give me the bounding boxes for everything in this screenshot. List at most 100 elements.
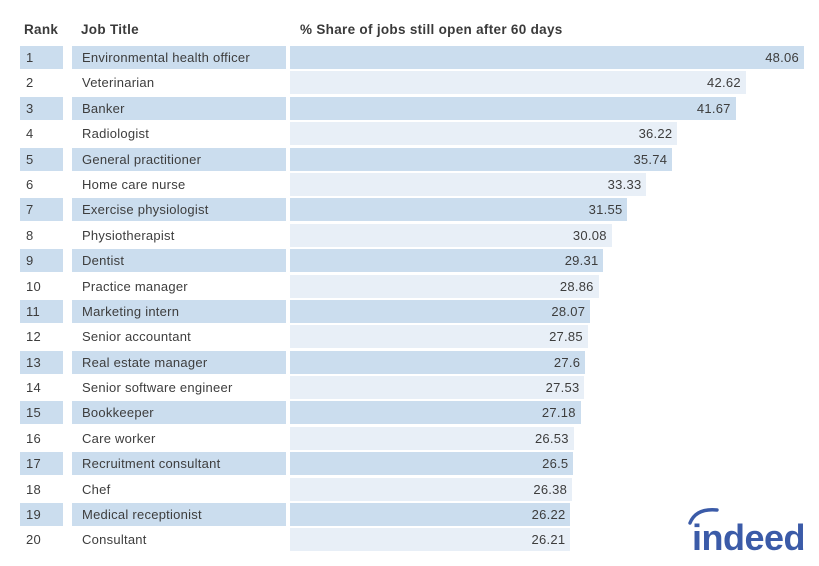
bar [290, 426, 574, 450]
value-label: 26.5 [542, 456, 569, 472]
rank-cell: 18 [26, 481, 41, 497]
bar-area: 41.67 [290, 96, 804, 120]
rank-cell: 11 [20, 299, 63, 323]
table-row: 14 Senior software engineer 27.53 [0, 376, 804, 400]
value-label: 31.55 [588, 202, 623, 218]
bar-area: 28.86 [290, 274, 804, 298]
table-row: 17 Recruitment consultant 26.5 [0, 452, 804, 476]
table-row: 4 Radiologist 36.22 [0, 122, 804, 146]
bar-area: 26.38 [290, 477, 804, 501]
job-title-cell: Senior software engineer [82, 380, 233, 396]
value-label: 26.21 [531, 532, 566, 548]
indeed-logo: indeed [688, 504, 810, 556]
bar [290, 376, 585, 400]
job-title-cell: Exercise physiologist [72, 198, 286, 222]
rank-cell: 1 [20, 46, 63, 69]
bar-area: 42.62 [290, 71, 804, 95]
value-label: 42.62 [707, 75, 741, 91]
bar-area: 31.55 [290, 198, 804, 222]
table-row: 7 Exercise physiologist 31.55 [0, 198, 804, 222]
table-row: 20 Consultant 26.21 [0, 528, 804, 552]
value-label: 26.53 [534, 430, 569, 446]
bar-area: 30.08 [290, 223, 804, 247]
bar-area: 36.22 [290, 122, 804, 146]
table-row: 6 Home care nurse 33.33 [0, 172, 804, 196]
bar [290, 223, 612, 247]
job-title-cell: Consultant [82, 532, 147, 548]
rank-cell: 20 [26, 532, 41, 548]
table-row: 9 Dentist 29.31 [0, 249, 804, 273]
bar-area: 27.6 [290, 350, 804, 374]
rank-cell: 15 [20, 401, 63, 425]
bar-area: 35.74 [290, 147, 804, 171]
rank-cell: 7 [20, 198, 63, 222]
value-label: 26.22 [531, 507, 566, 523]
value-label: 29.31 [564, 253, 599, 269]
bar-area: 27.18 [290, 401, 804, 425]
job-title-cell: Home care nurse [82, 176, 186, 192]
job-title-cell: Senior accountant [82, 329, 192, 345]
value-column-header: % Share of jobs still open after 60 days [300, 22, 563, 37]
value-label: 27.85 [549, 329, 583, 345]
bar [290, 274, 599, 298]
rank-cell: 5 [20, 147, 63, 171]
bar [290, 122, 678, 146]
job-title-cell: Banker [72, 96, 286, 120]
bar-area: 26.21 [290, 528, 804, 552]
job-title-cell: Radiologist [82, 126, 150, 142]
table-row: 1 Environmental health officer 48.06 [0, 46, 804, 69]
job-title-cell: Chef [82, 481, 111, 497]
indeed-logo-text: indeed [692, 517, 806, 558]
bar-area: 29.31 [290, 249, 804, 273]
table-row: 18 Chef 26.38 [0, 477, 804, 501]
value-label: 27.53 [545, 380, 580, 396]
table-row: 3 Banker 41.67 [0, 96, 804, 120]
bar-area: 26.53 [290, 426, 804, 450]
job-title-cell: Medical receptionist [72, 503, 286, 527]
value-label: 28.86 [559, 278, 594, 294]
bar-area: 27.85 [290, 325, 804, 349]
bar-area: 26.5 [290, 452, 804, 476]
bar [290, 46, 804, 69]
bar-area: 33.33 [290, 172, 804, 196]
rank-column-header: Rank [24, 22, 59, 37]
job-title-cell: Marketing intern [72, 299, 286, 323]
bar [290, 96, 736, 120]
column-headers: Rank Job Title % Share of jobs still ope… [0, 22, 819, 40]
table-row: 5 General practitioner 35.74 [0, 147, 804, 171]
rank-cell: 2 [26, 75, 34, 91]
bar [290, 198, 628, 222]
job-title-cell: Bookkeeper [72, 401, 286, 425]
rank-cell: 4 [26, 126, 34, 142]
table-row: 10 Practice manager 28.86 [0, 274, 804, 298]
rank-cell: 12 [26, 329, 41, 345]
job-title-cell: Veterinarian [82, 75, 155, 91]
value-label: 27.18 [541, 405, 576, 421]
value-label: 27.6 [553, 354, 581, 370]
bar [290, 299, 591, 323]
rank-cell: 9 [20, 249, 63, 273]
rank-cell: 8 [26, 227, 34, 243]
value-label: 28.07 [551, 303, 586, 319]
table-rows: 1 Environmental health officer 48.06 2 V… [0, 46, 804, 554]
value-label: 26.38 [533, 481, 568, 497]
bar [290, 503, 571, 527]
table-row: 8 Physiotherapist 30.08 [0, 223, 804, 247]
bar [290, 172, 647, 196]
job-title-cell: Environmental health officer [72, 46, 286, 69]
value-label: 33.33 [607, 176, 642, 192]
table-row: 12 Senior accountant 27.85 [0, 325, 804, 349]
rank-cell: 19 [20, 503, 63, 527]
job-title-cell: Recruitment consultant [72, 452, 286, 476]
bar-area: 28.07 [290, 299, 804, 323]
job-title-cell: Real estate manager [72, 350, 286, 374]
table-row: 15 Bookkeeper 27.18 [0, 401, 804, 425]
value-label: 41.67 [696, 100, 731, 116]
job-title-cell: Care worker [82, 430, 156, 446]
rank-cell: 13 [20, 350, 63, 374]
bar [290, 325, 588, 349]
value-label: 30.08 [572, 227, 607, 243]
rank-cell: 17 [20, 452, 63, 476]
bar [290, 452, 574, 476]
